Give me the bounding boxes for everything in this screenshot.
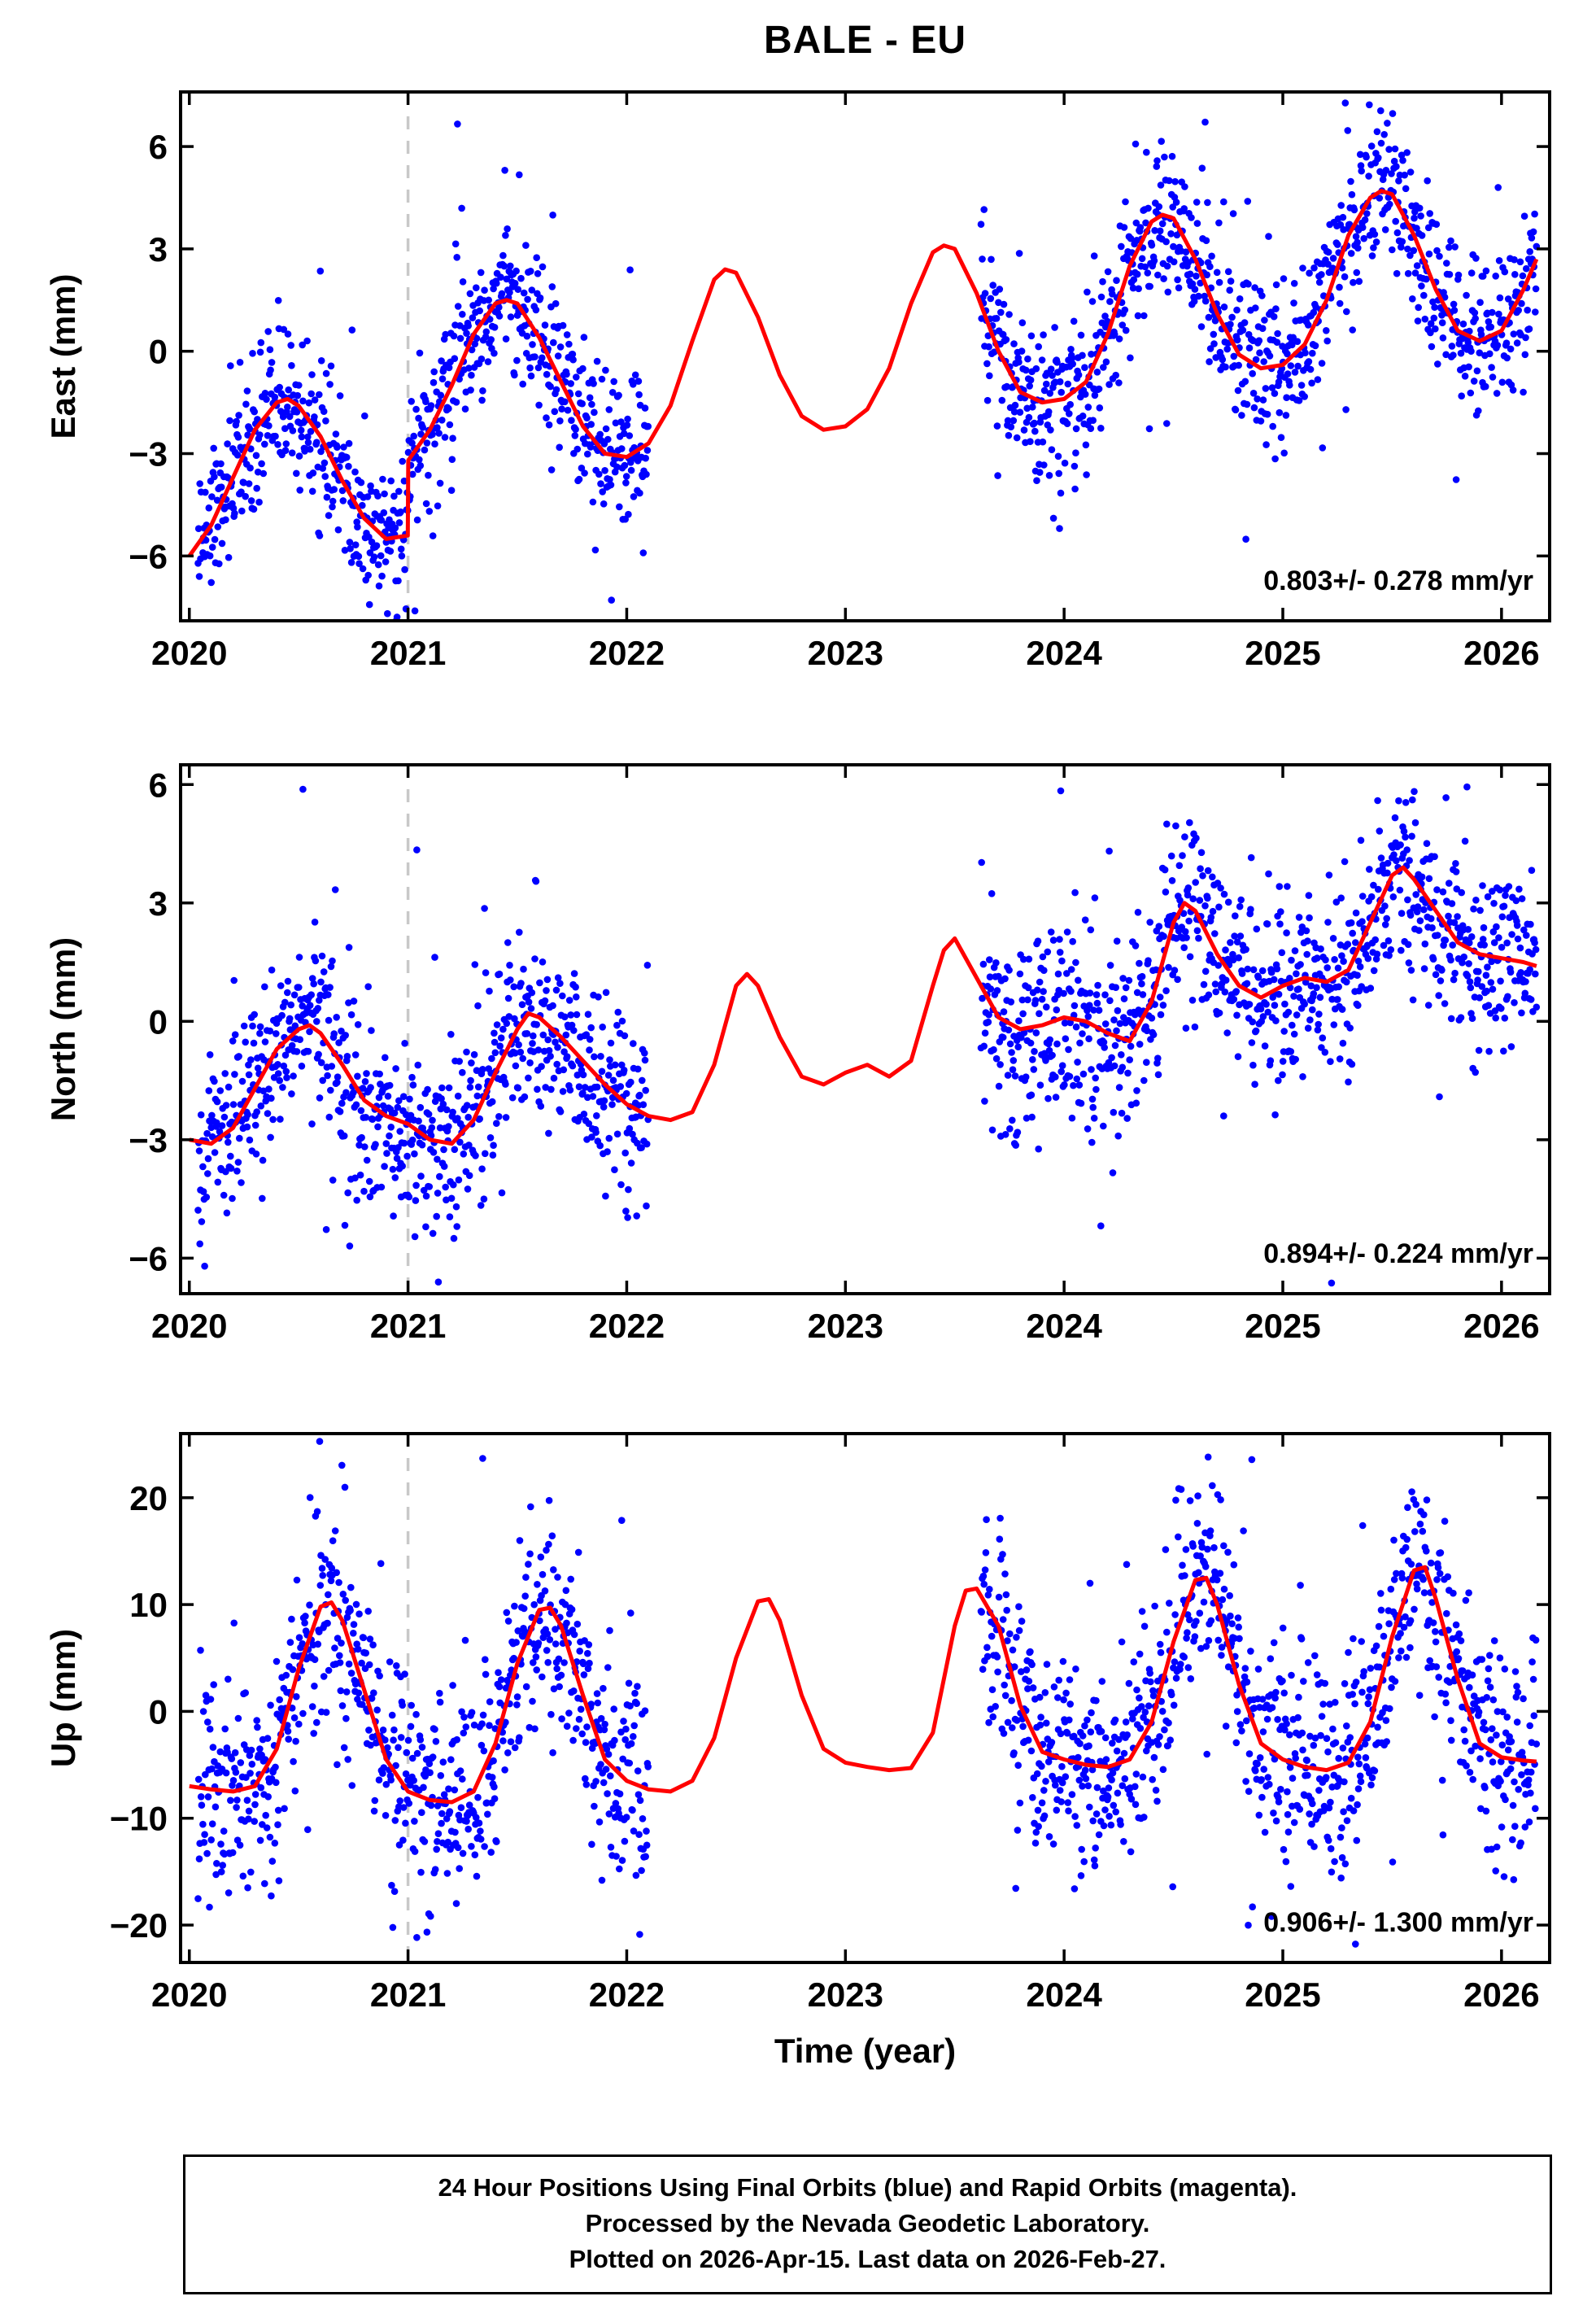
y-tick-label: 6 — [149, 128, 168, 166]
x-tick-label: 2023 — [808, 1307, 883, 1342]
y-tick-label: 3 — [149, 884, 168, 923]
panel-north: North (mm) 2020 2021 2022 2023 2024 2025 2026−… — [0, 744, 1596, 1342]
model-curve — [187, 189, 1539, 557]
x-tick-label: 2024 — [1026, 1975, 1102, 2011]
y-tick-label: 20 — [129, 1479, 168, 1517]
rate-label-up: 0.906+/- 1.300 mm/yr — [1263, 1907, 1533, 1938]
x-tick-label: 2021 — [370, 1975, 446, 2011]
page-title: BALE - EU — [764, 19, 966, 62]
east-plot: 2020 2021 2022 2023 2024 2025 2026 −6 −3 0 3 6 0.803… — [129, 90, 1551, 670]
rate-label-north: 0.894+/- 0.224 mm/yr — [1263, 1238, 1533, 1269]
plot-frame — [179, 763, 1551, 1295]
y-tick-label: 0 — [149, 1002, 168, 1041]
x-tick-label: 2022 — [589, 634, 665, 670]
footer-line-2: Processed by the Nevada Geodetic Laborat… — [585, 2209, 1150, 2238]
plot-frame — [179, 1432, 1551, 1964]
y-tick-label: −6 — [129, 537, 168, 575]
x-tick-label: 2021 — [370, 1307, 446, 1342]
x-tick-label: 2023 — [808, 634, 883, 670]
x-tick-label: 2020 — [151, 1307, 227, 1342]
y-tick-label: −20 — [110, 1906, 168, 1945]
x-tick-label: 2020 — [151, 634, 227, 670]
x-tick-label: 2023 — [808, 1975, 883, 2011]
y-tick-label: −3 — [129, 1121, 168, 1159]
plot-frame — [179, 90, 1551, 622]
y-tick-label: −10 — [110, 1800, 168, 1838]
y-tick-label: −3 — [129, 435, 168, 474]
model-curve — [189, 1565, 1537, 1805]
x-tick-label: 2025 — [1245, 634, 1320, 670]
x-tick-label: 2021 — [370, 634, 446, 670]
panel-east: East (mm) 2020 2021 2022 2023 2024 2025 2026 −6… — [0, 72, 1596, 670]
scatter-points — [194, 99, 1541, 621]
x-tick-label: 2026 — [1463, 1975, 1539, 2011]
x-tick-label: 2025 — [1245, 1307, 1320, 1342]
y-tick-label: 0 — [149, 333, 168, 371]
y-tick-label: 6 — [149, 766, 168, 804]
model-curve — [189, 865, 1537, 1146]
x-tick-label: 2025 — [1245, 1975, 1320, 2011]
footer-line-3: Plotted on 2026-Apr-15. Last data on 202… — [569, 2245, 1166, 2274]
x-axis-label: Time (year) — [774, 2032, 957, 2070]
y-tick-label: 10 — [129, 1586, 168, 1624]
x-tick-label: 2024 — [1026, 1307, 1102, 1342]
panel-up: Up (mm) 2020 2021 2022 2023 2024 2025 2026 −20−… — [0, 1413, 1596, 2011]
y-tick-label: 3 — [149, 230, 168, 268]
rate-label-east: 0.803+/- 0.278 mm/yr — [1263, 565, 1533, 596]
north-plot: 2020 2021 2022 2023 2024 2025 2026 −6 −3 0 3 6 0.894… — [129, 763, 1551, 1342]
y-tick-label: 0 — [149, 1692, 168, 1731]
x-tick-label: 2024 — [1026, 634, 1102, 670]
x-tick-label: 2026 — [1463, 1307, 1539, 1342]
up-plot: 2020 2021 2022 2023 2024 2025 2026 −20 −10 0 10 20 0… — [110, 1432, 1551, 2011]
x-tick-label: 2026 — [1463, 634, 1539, 670]
scatter-points — [194, 1438, 1541, 1948]
x-tick-label: 2020 — [151, 1975, 227, 2011]
footer-box: 24 Hour Positions Using Final Orbits (bl… — [183, 2154, 1552, 2295]
x-tick-label: 2022 — [589, 1307, 665, 1342]
x-tick-label: 2022 — [589, 1975, 665, 2011]
footer-line-1: 24 Hour Positions Using Final Orbits (bl… — [438, 2173, 1297, 2202]
y-tick-label: −6 — [129, 1239, 168, 1277]
